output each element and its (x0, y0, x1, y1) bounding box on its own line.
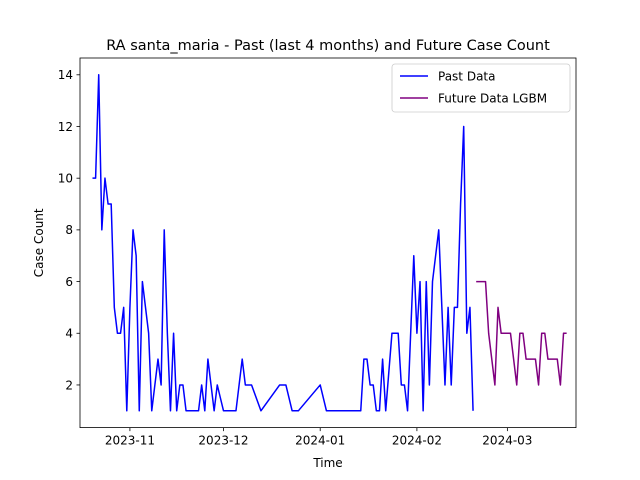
series-line-1 (476, 280, 567, 386)
series-line-0 (92, 74, 474, 412)
legend-box (391, 63, 571, 113)
x-tick-label: 2024-03 (482, 434, 532, 448)
x-tick-label: 2023-11 (105, 434, 155, 448)
y-axis: 2 4 6 8 10 12 14 (58, 68, 80, 392)
x-tick-label: 2024-02 (392, 434, 442, 448)
legend-label-1: Future Data LGBM (438, 91, 547, 105)
legend: Past Data Future Data LGBM (391, 63, 571, 113)
legend-label-0: Past Data (438, 69, 495, 83)
x-tick-label: 2024-01 (295, 434, 345, 448)
y-tick-label: 6 (65, 275, 73, 289)
x-axis-label: Time (312, 456, 342, 470)
y-tick-label: 12 (58, 120, 73, 134)
x-tick-label: 2023-12 (198, 434, 248, 448)
series-layer (92, 74, 567, 412)
x-axis: 2023-11 2023-12 2024-01 2024-02 2024-03 (105, 427, 532, 448)
y-tick-label: 10 (58, 171, 73, 185)
chart-title: RA santa_maria - Past (last 4 months) an… (106, 38, 550, 54)
y-tick-label: 4 (65, 327, 73, 341)
y-tick-label: 2 (65, 378, 73, 392)
y-tick-label: 8 (65, 223, 73, 237)
y-tick-label: 14 (58, 68, 73, 82)
y-axis-label: Case Count (32, 208, 46, 277)
plot-frame (79, 57, 577, 429)
